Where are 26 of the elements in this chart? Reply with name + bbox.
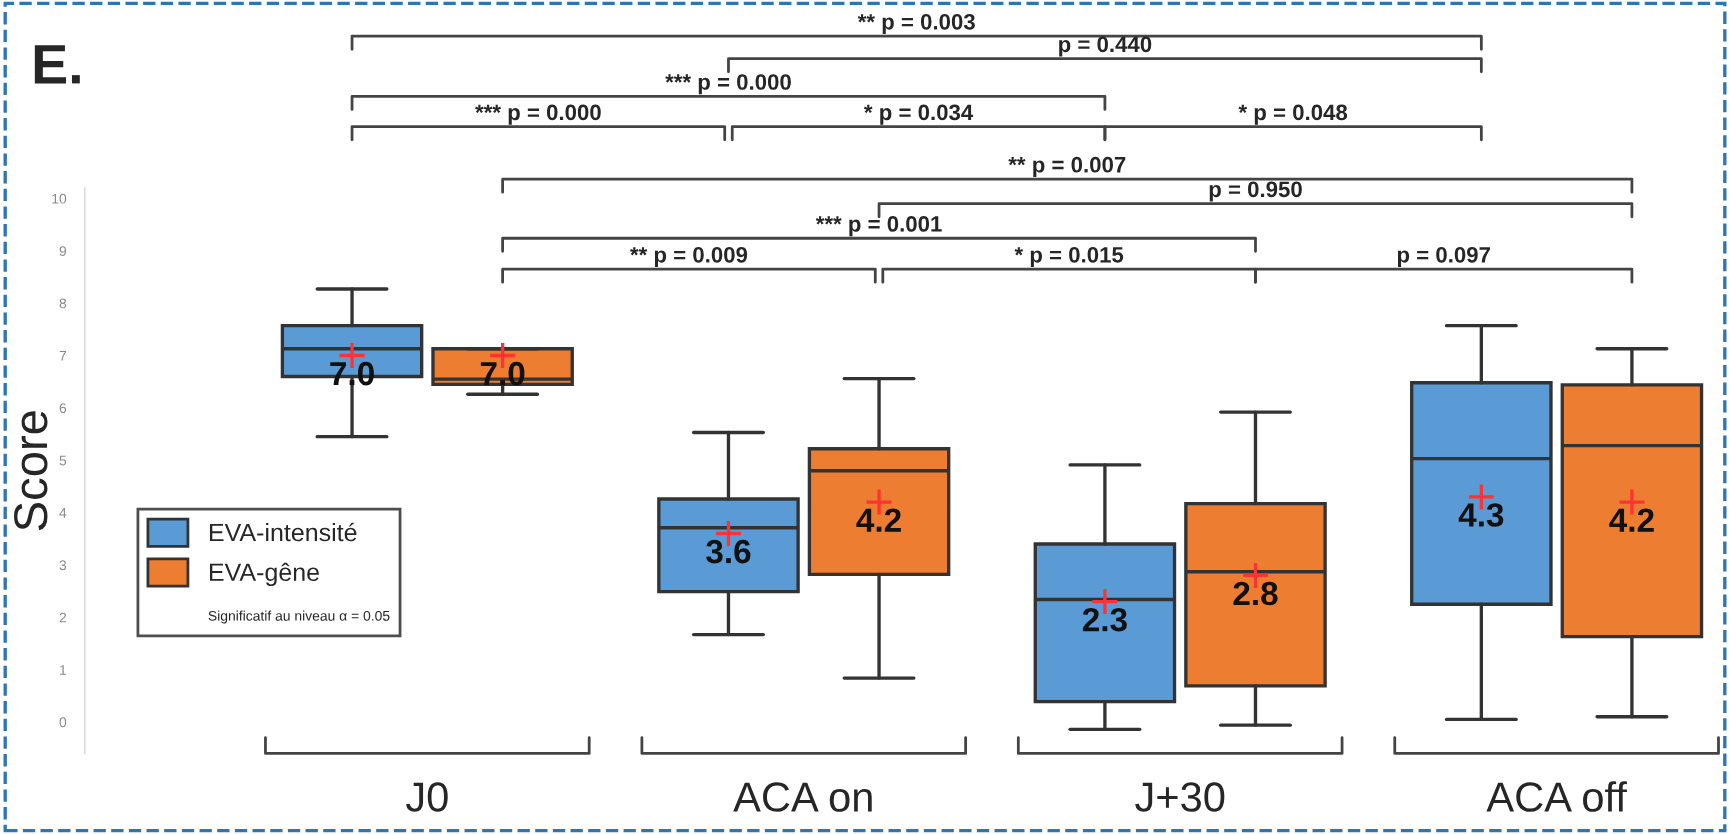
x-tick-label: J0	[405, 782, 448, 812]
annotation: * p = 0.015	[1014, 246, 1124, 268]
text: * p = 0.048	[1238, 104, 1348, 125]
x-tick-label: ACA on	[733, 782, 872, 812]
annotation: ** p = 0.009	[630, 246, 748, 268]
x-tick-label: J+30	[1135, 782, 1225, 812]
chart-title: E.	[34, 45, 80, 84]
annotation: p = 0.097	[1397, 246, 1490, 268]
legend-label: EVA-gêne	[209, 562, 319, 587]
annotation: p = 0.950	[1209, 181, 1302, 202]
legend-label: EVA-intensité	[209, 522, 357, 542]
text: 2.3	[1082, 607, 1127, 632]
text: p = 0.440	[1059, 36, 1152, 57]
text: 3.6	[706, 539, 751, 564]
text: ** p = 0.007	[1008, 156, 1126, 177]
text: *** p = 0.000	[475, 104, 601, 125]
text: * p = 0.034	[863, 104, 974, 125]
text: 4.2	[1609, 508, 1654, 532]
text: ** p = 0.003	[857, 13, 975, 35]
y-axis-title: Score	[14, 411, 48, 531]
text: 4.3	[1458, 503, 1504, 527]
text: 2.8	[1233, 581, 1278, 606]
text: 4.2	[856, 508, 901, 532]
text: *** p = 0.000	[665, 74, 791, 95]
annotation: *** p = 0.001	[815, 216, 942, 237]
x-tick-label: ACA off	[1486, 781, 1627, 812]
